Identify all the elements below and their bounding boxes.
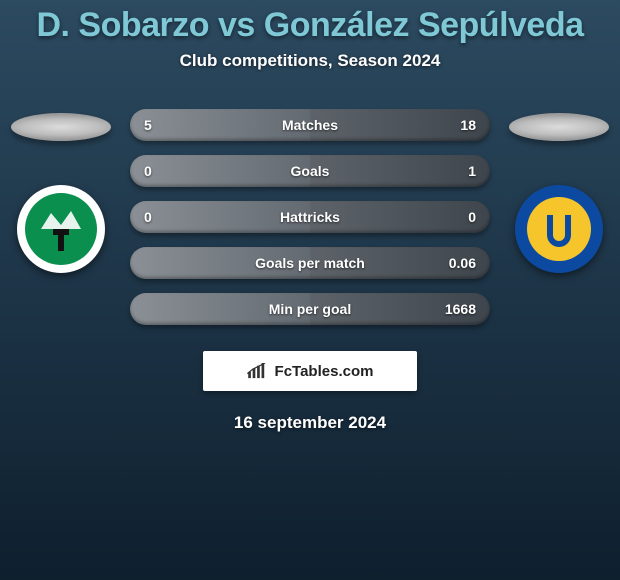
stat-right-value: 0.06 — [449, 247, 476, 279]
stat-left-value: 0 — [144, 201, 152, 233]
page-title: D. Sobarzo vs González Sepúlveda — [36, 6, 583, 45]
player-right-photo-placeholder — [509, 113, 609, 141]
stat-right-value: 0 — [468, 201, 476, 233]
stat-right-value: 1 — [468, 155, 476, 187]
stat-label: Goals per match — [255, 255, 365, 271]
subtitle: Club competitions, Season 2024 — [180, 51, 441, 71]
stat-label: Goals — [291, 163, 330, 179]
stat-pill: Min per goal 1668 — [130, 293, 490, 325]
stat-left-value: 0 — [144, 155, 152, 187]
bar-chart-icon — [247, 363, 269, 379]
stat-label: Matches — [282, 117, 338, 133]
comparison-card: D. Sobarzo vs González Sepúlveda Club co… — [0, 0, 620, 580]
stat-label: Min per goal — [269, 301, 351, 317]
club-crest-right-icon — [515, 185, 603, 273]
content-row: 5 Matches 18 0 Goals 1 0 Hattricks 0 Goals per ma… — [0, 109, 620, 325]
player-left-column — [6, 109, 116, 273]
stat-pill: Goals per match 0.06 — [130, 247, 490, 279]
player-left-photo-placeholder — [11, 113, 111, 141]
date-label: 16 september 2024 — [234, 413, 386, 433]
club-crest-left — [17, 185, 105, 273]
stats-column: 5 Matches 18 0 Goals 1 0 Hattricks 0 Goals per ma… — [130, 109, 490, 325]
stat-pill: 0 Hattricks 0 — [130, 201, 490, 233]
stat-left-value: 5 — [144, 109, 152, 141]
stat-label: Hattricks — [280, 209, 340, 225]
stat-right-value: 1668 — [445, 293, 476, 325]
player-right-column — [504, 109, 614, 273]
stat-pill: 0 Goals 1 — [130, 155, 490, 187]
brand-footer[interactable]: FcTables.com — [203, 351, 417, 391]
stat-pill: 5 Matches 18 — [130, 109, 490, 141]
club-crest-right — [515, 185, 603, 273]
brand-name: FcTables.com — [275, 363, 374, 380]
club-crest-left-icon — [17, 185, 105, 273]
stat-right-value: 18 — [460, 109, 476, 141]
